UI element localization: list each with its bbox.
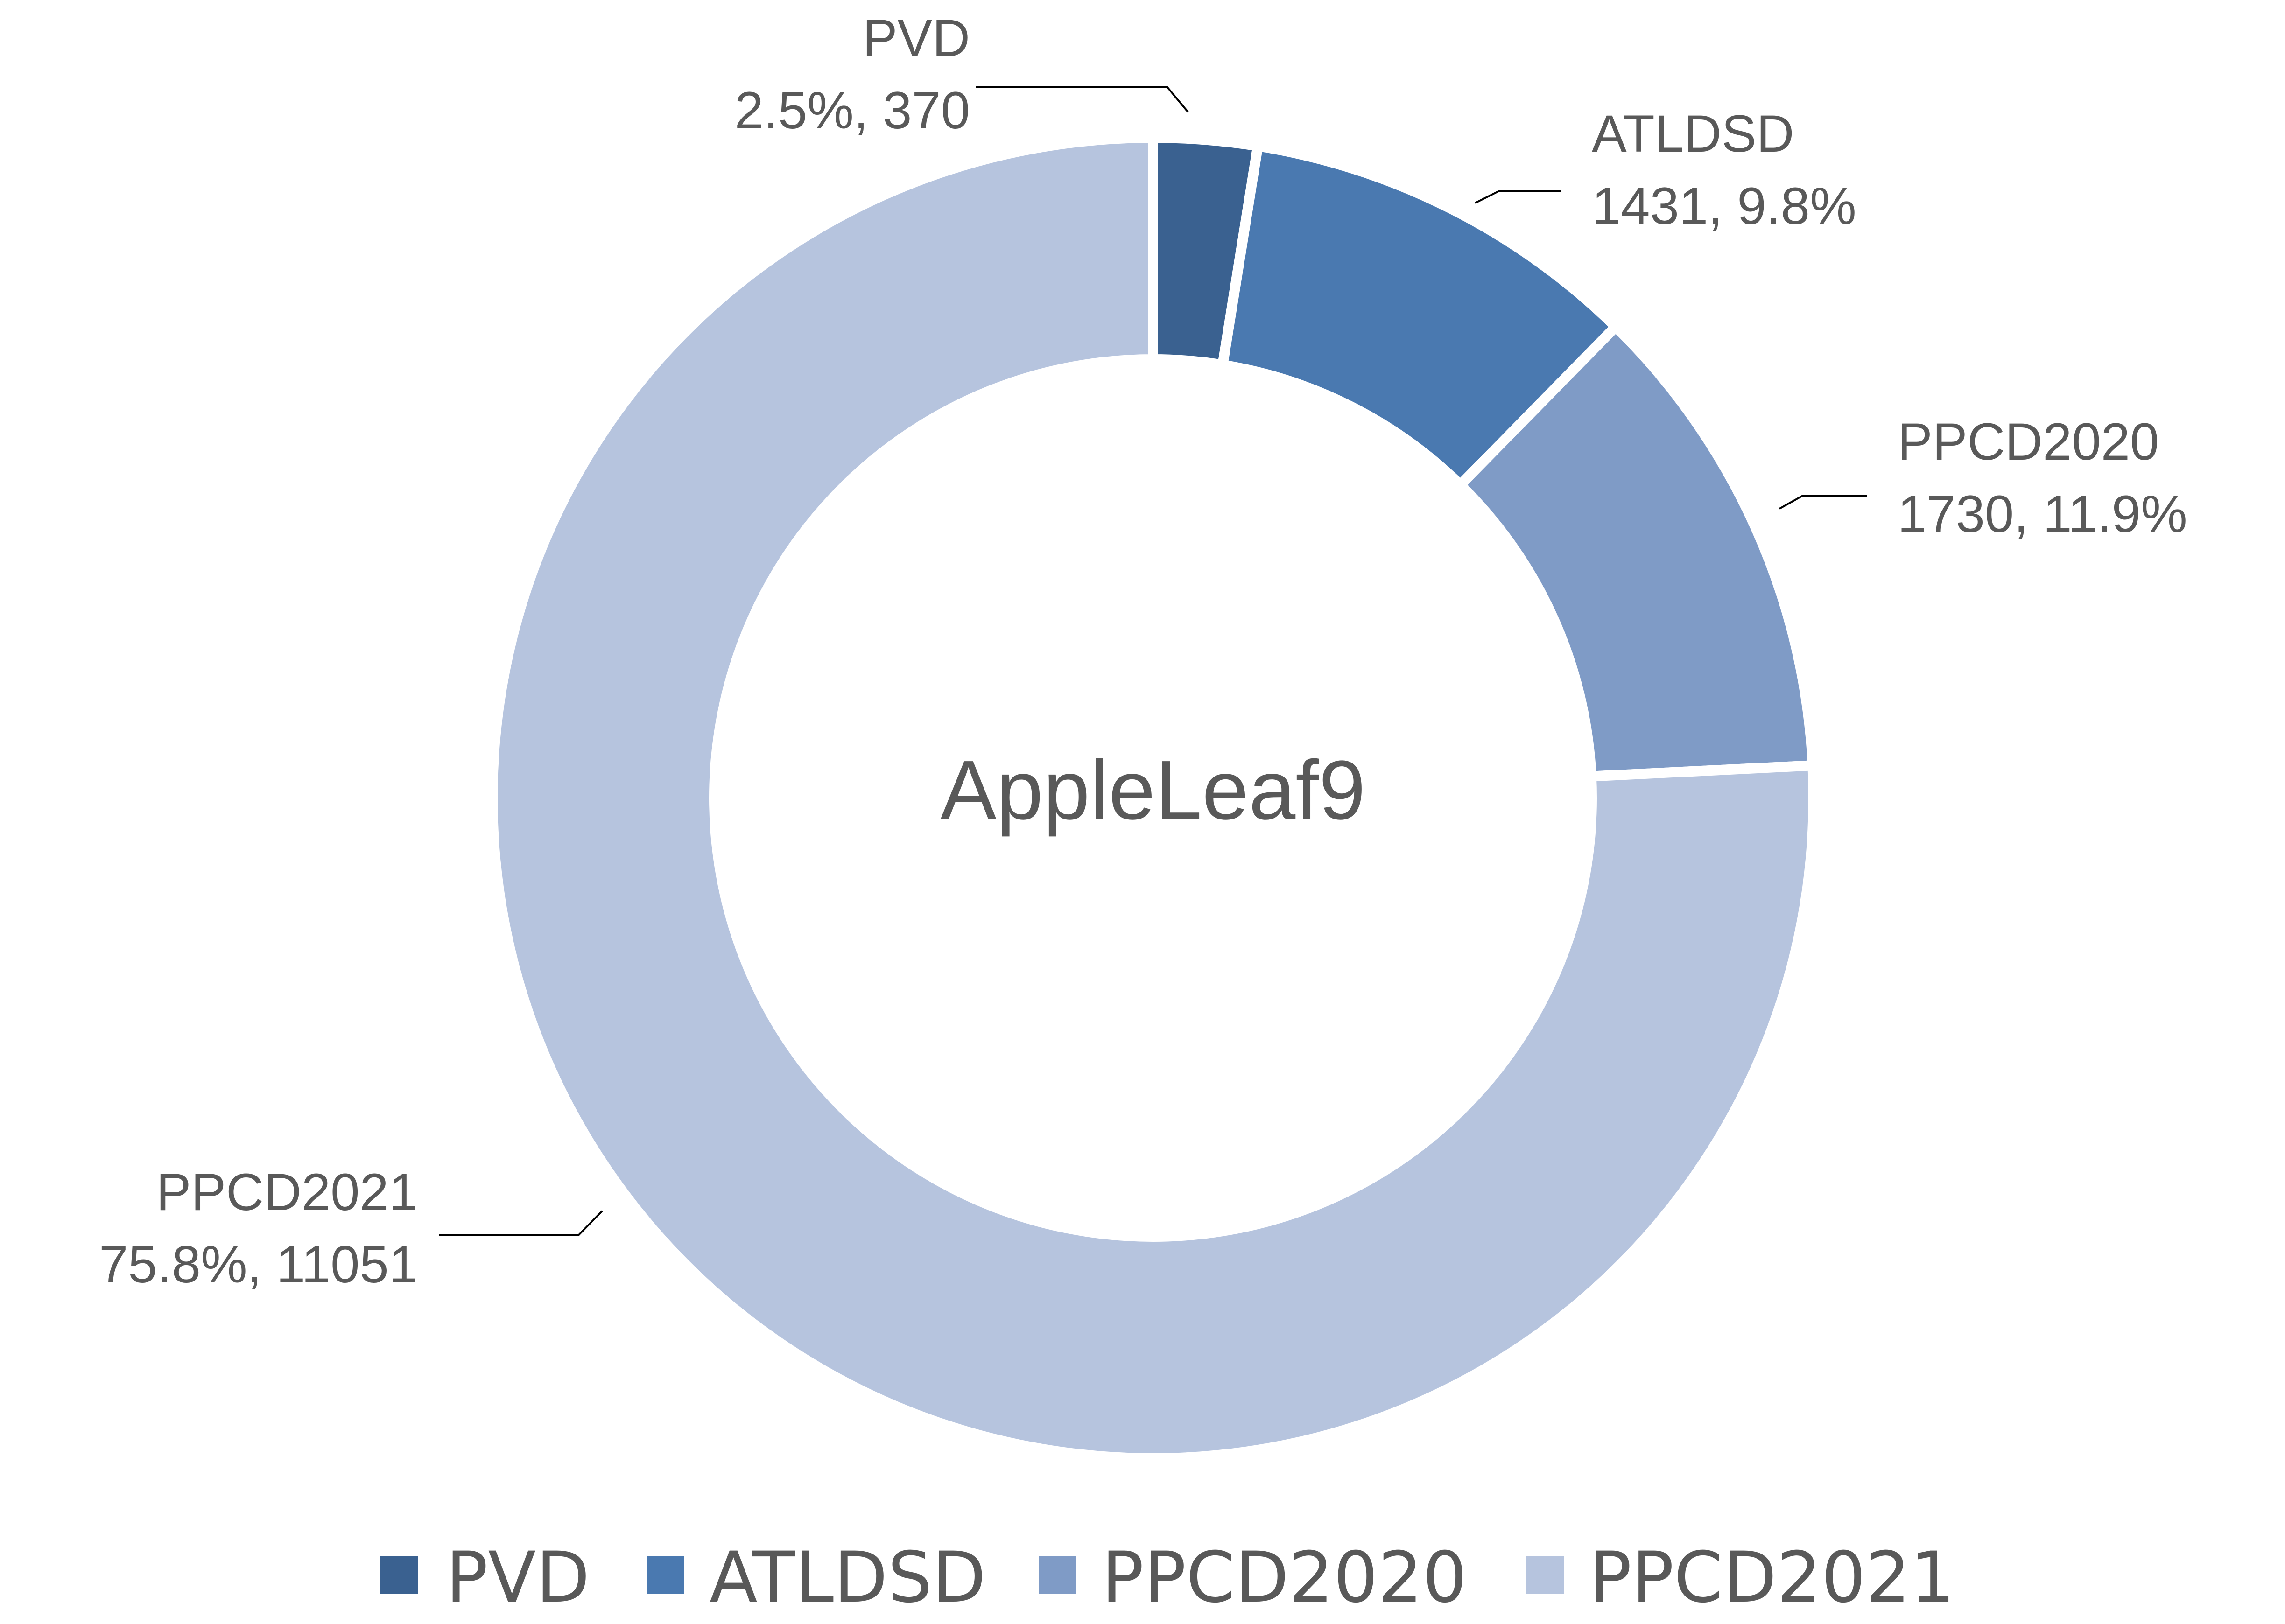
legend-label-ppcd2020: PPCD2020: [1102, 1537, 1467, 1618]
legend-swatch-pvd: [380, 1556, 418, 1594]
data-label-ppcd2020: PPCD2020 1730, 11.9%: [1898, 413, 2187, 543]
data-label-pvd-name: PVD: [863, 9, 970, 67]
data-label-atldsd: ATLDSD 1431, 9.8%: [1592, 105, 1856, 235]
leader-line-ppcd2020: [1779, 495, 1867, 510]
data-label-ppcd2020-value: 1730, 11.9%: [1898, 485, 2187, 543]
legend-label-atldsd: ATLDSD: [710, 1537, 986, 1618]
label-leader-lines: [439, 86, 1867, 1236]
data-label-ppcd2021-value: 75.8%, 11051: [99, 1235, 418, 1294]
donut-slice-ppcd2021: [487, 132, 1819, 1463]
donut-slice-atldsd: [1216, 140, 1623, 492]
legend-swatch-ppcd2021: [1526, 1556, 1564, 1594]
data-label-ppcd2021-name: PPCD2021: [156, 1163, 418, 1221]
data-label-ppcd2020-name: PPCD2020: [1898, 413, 2159, 471]
legend-swatch-atldsd: [647, 1556, 684, 1594]
leader-line-atldsd: [1475, 190, 1561, 204]
data-label-pvd-value: 2.5%, 370: [735, 81, 970, 140]
legend-swatch-ppcd2020: [1039, 1556, 1076, 1594]
data-label-ppcd2021: PPCD2021 75.8%, 11051: [99, 1163, 418, 1294]
data-label-atldsd-value: 1431, 9.8%: [1592, 177, 1856, 235]
leader-line-ppcd2021: [439, 1210, 603, 1236]
leader-line-pvd: [976, 86, 1189, 113]
legend-label-ppcd2021: PPCD2021: [1589, 1537, 1955, 1618]
donut-slices: [487, 132, 1819, 1463]
donut-slice-ppcd2020: [1453, 319, 1818, 782]
legend: PVD ATLDSD PPCD2020 PPCD2021: [380, 1537, 1955, 1618]
center-label: AppleLeaf9: [941, 743, 1366, 837]
data-label-atldsd-name: ATLDSD: [1592, 105, 1794, 163]
legend-label-pvd: PVD: [446, 1537, 590, 1618]
data-label-pvd: PVD 2.5%, 370: [735, 9, 970, 140]
